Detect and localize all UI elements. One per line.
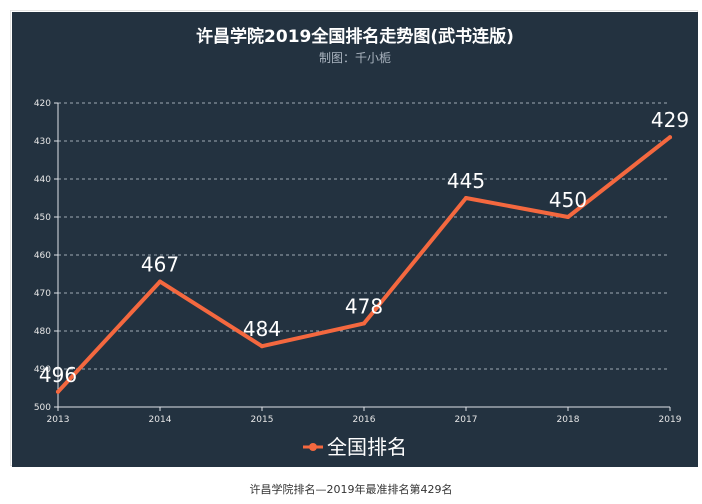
x-tick-label: 2018 <box>557 415 580 425</box>
y-tick-label: 490 <box>34 365 51 375</box>
data-label: 467 <box>141 253 179 277</box>
x-tick-label: 2013 <box>47 415 70 425</box>
chart-title: 许昌学院2019全国排名走势图(武书连版) <box>196 26 514 47</box>
y-tick-label: 470 <box>34 289 51 299</box>
data-point[interactable] <box>362 321 366 326</box>
data-label: 445 <box>447 169 485 193</box>
data-label: 450 <box>549 188 587 212</box>
x-tick-label: 2017 <box>455 415 478 425</box>
legend[interactable]: 全国排名 <box>303 435 407 459</box>
data-point[interactable] <box>566 215 570 219</box>
x-tick-label: 2014 <box>149 415 172 425</box>
x-tick-label: 2016 <box>353 415 376 425</box>
x-tick-label: 2019 <box>659 415 682 425</box>
legend-dot-icon <box>309 443 317 451</box>
y-tick-label: 480 <box>34 327 51 337</box>
data-label: 484 <box>243 317 281 341</box>
data-point[interactable] <box>464 196 468 200</box>
y-tick-label: 500 <box>34 403 51 413</box>
y-tick-label: 460 <box>34 251 51 261</box>
grid-lines <box>58 102 670 370</box>
x-axis: 2013 2014 2015 2016 2017 2018 2019 <box>47 406 682 425</box>
y-tick-label: 450 <box>34 213 51 223</box>
data-point[interactable] <box>668 135 672 140</box>
y-tick-label: 420 <box>34 99 51 109</box>
x-tick-label: 2015 <box>251 415 274 425</box>
y-tick-label: 430 <box>34 137 51 147</box>
y-tick-label: 440 <box>34 175 51 185</box>
image-caption: 许昌学院排名—2019年最准排名第429名 <box>249 483 453 496</box>
data-point[interactable] <box>260 344 264 349</box>
data-label: 429 <box>651 108 689 132</box>
data-point[interactable] <box>158 279 162 284</box>
legend-label: 全国排名 <box>327 435 407 459</box>
data-label: 496 <box>39 363 77 387</box>
data-label: 478 <box>345 294 383 318</box>
chart-subtitle: 制图：千小栀 <box>319 51 391 65</box>
line-chart: 许昌学院2019全国排名走势图(武书连版) 制图：千小栀 420 430 440 45… <box>34 26 689 459</box>
data-point[interactable] <box>56 389 60 394</box>
series-layer: 496 467 484 478 445 450 429 <box>39 108 689 394</box>
y-axis: 420 430 440 450 460 470 480 490 500 <box>34 99 59 413</box>
chart-panel: 许昌学院2019全国排名走势图(武书连版) 制图：千小栀 420 430 440 45… <box>12 12 698 467</box>
